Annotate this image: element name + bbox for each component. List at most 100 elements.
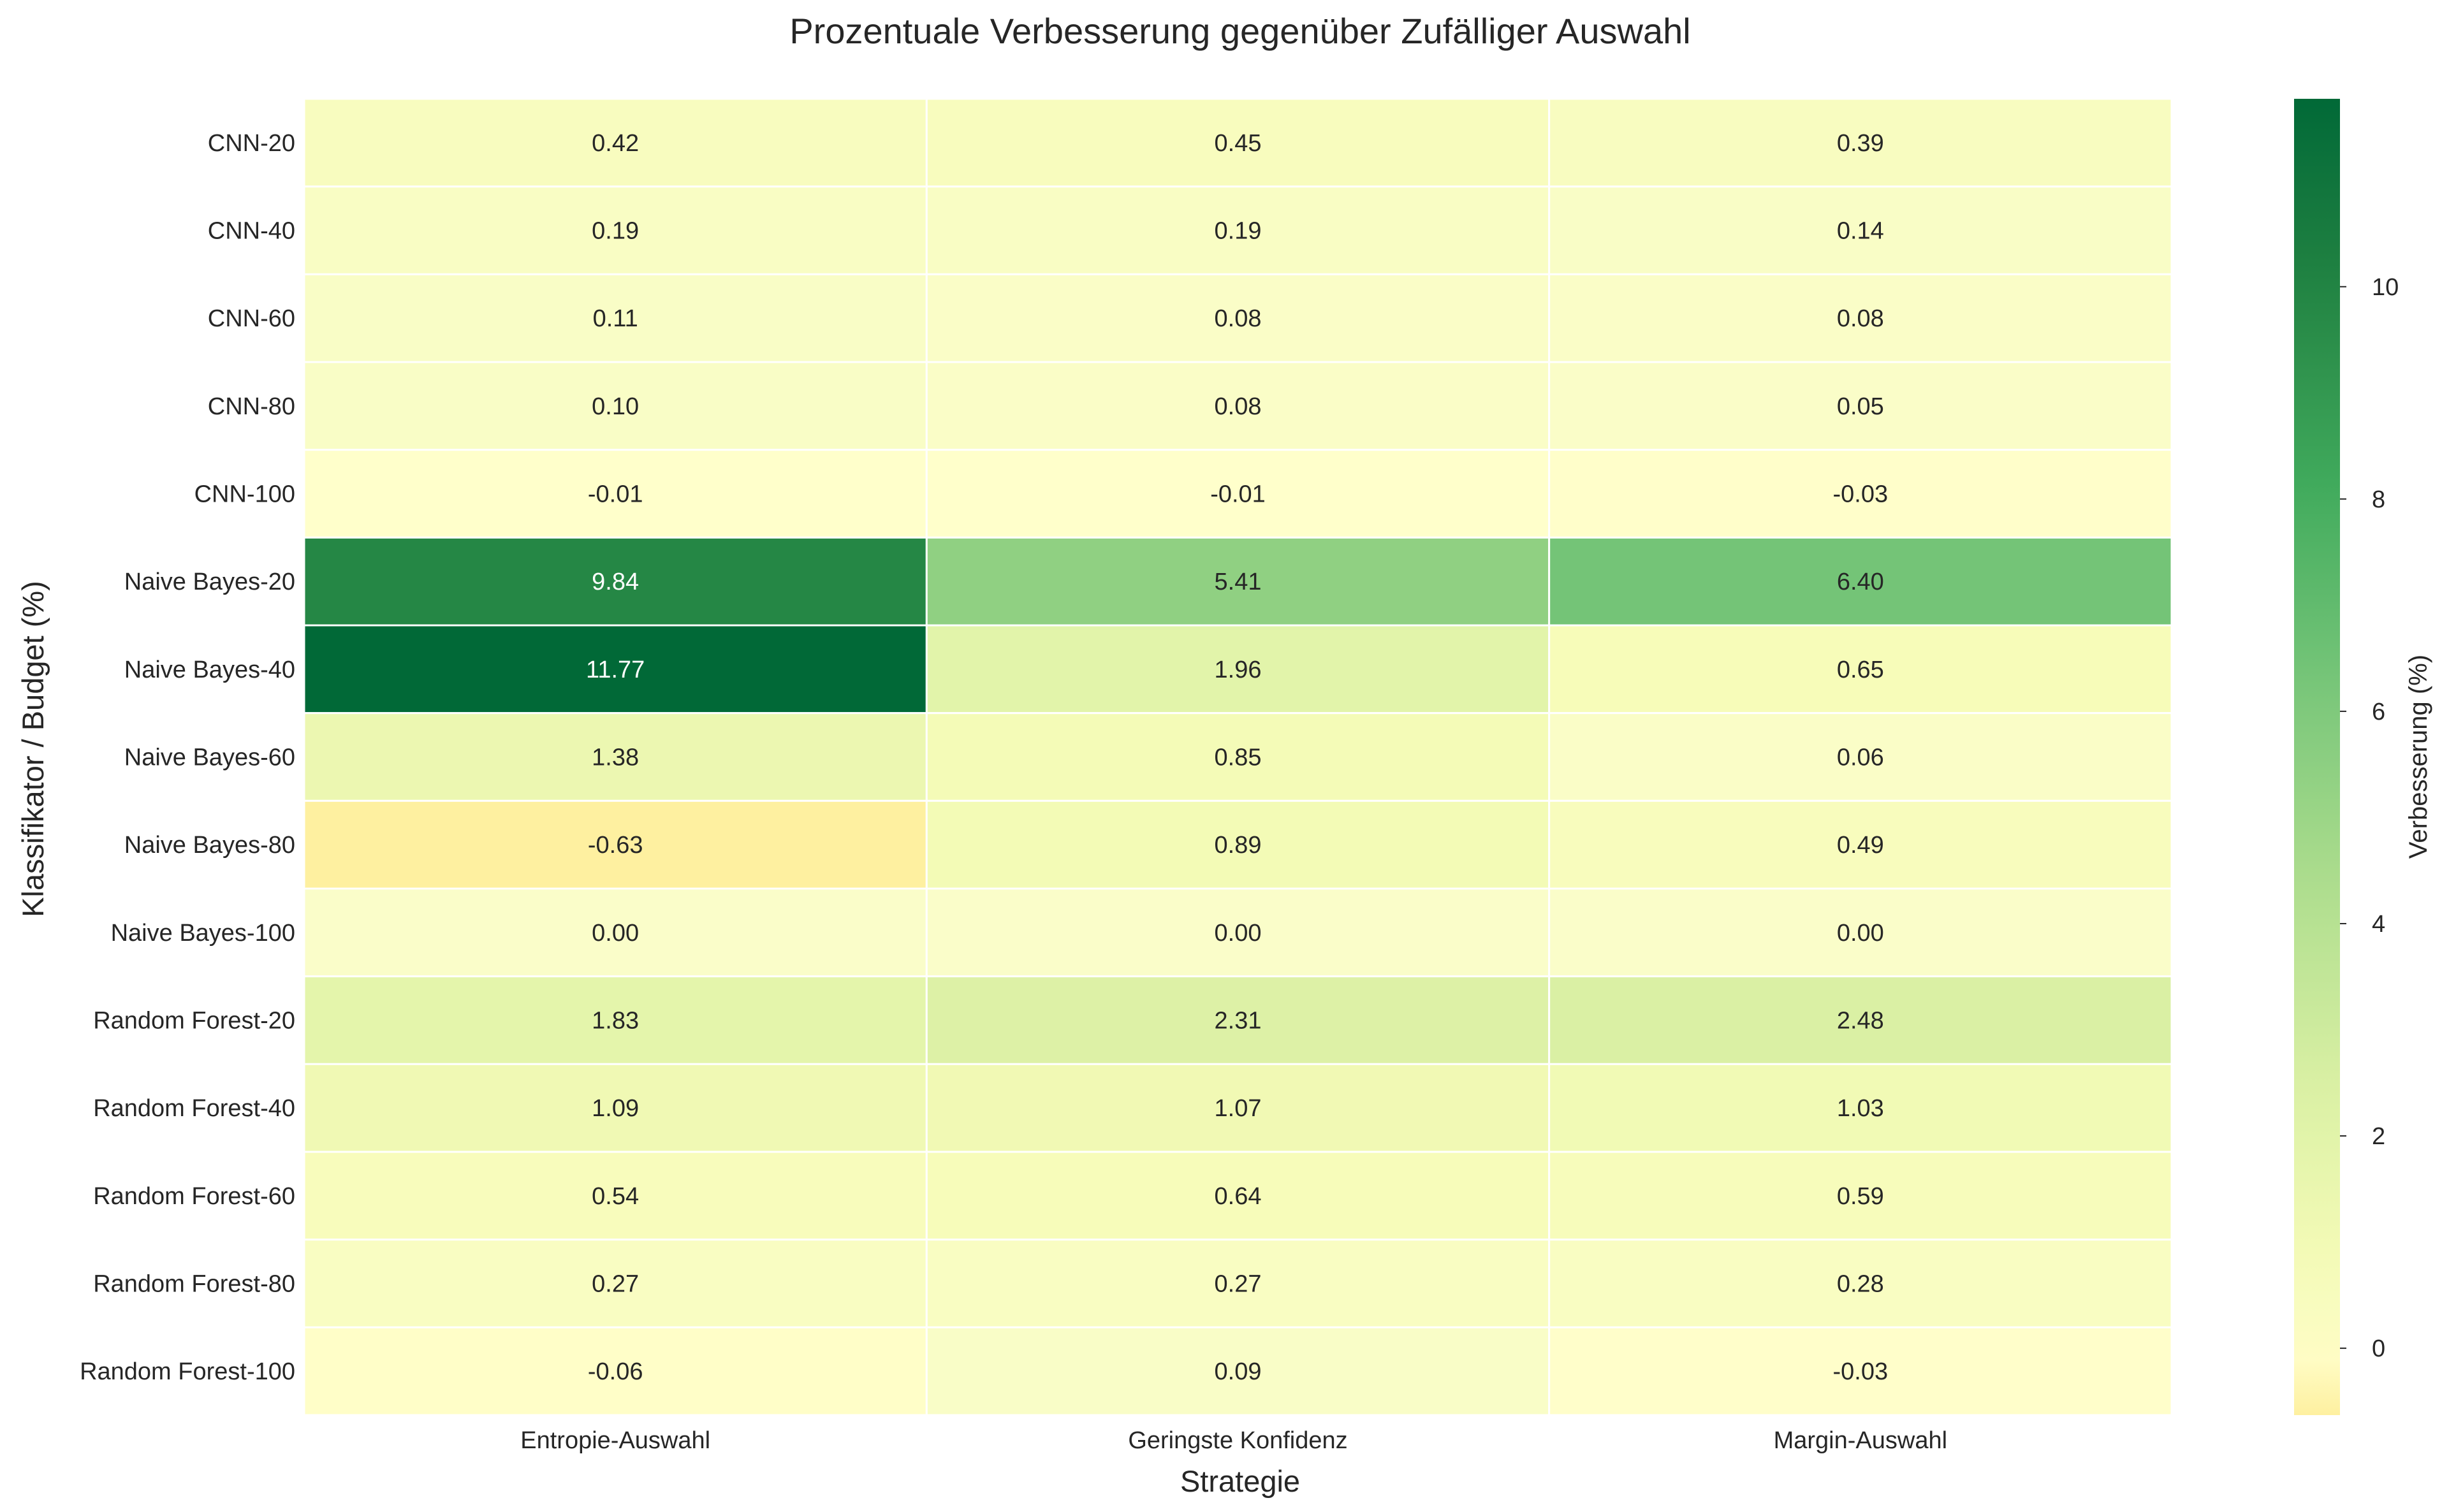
heatmap-cell xyxy=(303,185,928,275)
cell-value-label: 0.65 xyxy=(1837,657,1884,683)
heatmap-cell xyxy=(1548,361,2173,451)
heatmap-cell xyxy=(1548,536,2173,627)
heatmap-cells: 0.42 0.45 0.39 0.19 0.19 0.14 0.11 0.08 0.08 0.10… xyxy=(303,98,2173,1416)
colorbar-tick-label: 10 xyxy=(2372,274,2399,301)
heatmap-cell xyxy=(1548,98,2173,188)
heatmap-cell xyxy=(303,624,928,715)
cell-value-label: 0.11 xyxy=(593,305,638,332)
cell-value-label: 0.10 xyxy=(592,393,639,420)
cell-value-label: 0.08 xyxy=(1837,305,1884,332)
cell-value-label: 1.96 xyxy=(1215,657,1262,683)
colorbar-tick-label: 2 xyxy=(2372,1123,2385,1150)
cell-value-label: 9.84 xyxy=(592,569,639,595)
cell-value-label: 0.89 xyxy=(1215,832,1262,859)
row-tick-label: Naive Bayes-60 xyxy=(124,745,295,771)
cell-value-label: 0.54 xyxy=(592,1183,639,1210)
heatmap-cell xyxy=(925,624,1551,715)
cell-value-label: 1.09 xyxy=(592,1095,639,1122)
heatmap-cell xyxy=(925,712,1551,802)
cell-value-label: 0.19 xyxy=(1215,218,1262,245)
cell-value-label: 0.39 xyxy=(1837,130,1884,157)
heatmap-cell xyxy=(303,1151,928,1241)
heatmap-cell xyxy=(1548,975,2173,1065)
cell-value-label: -0.03 xyxy=(1833,481,1889,508)
heatmap-cell xyxy=(1548,712,2173,802)
row-tick-label: Naive Bayes-40 xyxy=(124,657,295,683)
cell-value-label: 0.00 xyxy=(1215,920,1262,947)
heatmap-cell xyxy=(925,185,1551,275)
heatmap-cell xyxy=(1548,624,2173,715)
row-tick-label: CNN-60 xyxy=(208,305,295,332)
y-axis-title: Klassifikator / Budget (%) xyxy=(16,581,50,917)
heatmap-cell xyxy=(303,975,928,1065)
cell-value-label: 0.45 xyxy=(1215,130,1262,157)
colorbar-tick-label: 4 xyxy=(2372,911,2385,938)
colorbar xyxy=(2294,99,2340,1415)
cell-value-label: -0.01 xyxy=(588,481,643,508)
heatmap-cell xyxy=(303,449,928,539)
row-tick-labels: CNN-20 CNN-40 CNN-60 CNN-80 CNN-100 Naive Bay… xyxy=(80,130,295,1385)
heatmap-cell xyxy=(303,536,928,627)
cell-value-label: -0.06 xyxy=(588,1358,643,1385)
heatmap-cell xyxy=(925,1063,1551,1153)
cell-value-label: 0.08 xyxy=(1215,305,1262,332)
heatmap-cell xyxy=(925,98,1551,188)
cell-value-label: -0.63 xyxy=(588,832,643,859)
row-tick-label: CNN-80 xyxy=(208,393,295,420)
cell-value-label: 0.85 xyxy=(1215,745,1262,771)
cell-value-label: -0.01 xyxy=(1210,481,1266,508)
cell-value-label: 0.14 xyxy=(1837,218,1884,245)
row-tick-label: Naive Bayes-100 xyxy=(111,920,295,947)
cell-value-label: 1.38 xyxy=(592,745,639,771)
cell-value-label: 2.48 xyxy=(1837,1008,1884,1035)
heatmap-cell xyxy=(303,1326,928,1416)
cell-value-label: 0.59 xyxy=(1837,1183,1884,1210)
heatmap-cell xyxy=(1548,449,2173,539)
heatmap-cell xyxy=(303,1239,928,1328)
cell-value-label: 0.05 xyxy=(1837,393,1884,420)
colorbar-tick-label: 6 xyxy=(2372,699,2385,725)
x-axis-title: Strategie xyxy=(1180,1464,1300,1498)
heatmap-cell xyxy=(925,273,1551,363)
heatmap-cell xyxy=(1548,1151,2173,1241)
heatmap-cell xyxy=(303,799,928,890)
cell-value-label: -0.03 xyxy=(1833,1358,1889,1385)
heatmap-cell xyxy=(303,98,928,188)
colorbar-tick-label: 8 xyxy=(2372,486,2385,513)
cell-value-label: 1.03 xyxy=(1837,1095,1884,1122)
row-tick-label: CNN-100 xyxy=(194,481,295,508)
heatmap-cell xyxy=(925,449,1551,539)
row-tick-label: CNN-20 xyxy=(208,130,295,157)
column-tick-label: Entropie-Auswahl xyxy=(520,1427,710,1454)
row-tick-label: Random Forest-20 xyxy=(93,1008,295,1035)
cell-value-label: 0.00 xyxy=(592,920,639,947)
heatmap-cell xyxy=(1548,887,2173,978)
cell-value-label: 1.07 xyxy=(1215,1095,1262,1122)
cell-value-label: 0.64 xyxy=(1215,1183,1262,1210)
colorbar-tick-label: 0 xyxy=(2372,1335,2385,1362)
colorbar-ticks: 0 2 4 6 8 10 xyxy=(2340,274,2399,1362)
heatmap-cell xyxy=(303,361,928,451)
cell-value-label: 0.06 xyxy=(1837,745,1884,771)
cell-value-label: 5.41 xyxy=(1215,569,1262,595)
heatmap-cell xyxy=(1548,799,2173,890)
heatmap-cell xyxy=(1548,1326,2173,1416)
colorbar-label: Verbesserung (%) xyxy=(2404,655,2432,859)
row-tick-label: Random Forest-60 xyxy=(93,1183,295,1210)
heatmap-cell xyxy=(1548,1063,2173,1153)
cell-value-label: 0.27 xyxy=(592,1271,639,1298)
column-tick-label: Geringste Konfidenz xyxy=(1128,1427,1347,1454)
heatmap-cell xyxy=(303,712,928,802)
column-tick-labels: Entropie-Auswahl Geringste Konfidenz Margi… xyxy=(520,1427,1947,1454)
cell-value-label: 11.77 xyxy=(586,657,645,683)
cell-value-label: 1.83 xyxy=(592,1008,639,1035)
heatmap-cell xyxy=(925,536,1551,627)
row-tick-label: Naive Bayes-20 xyxy=(124,569,295,595)
heatmap-cell xyxy=(1548,1239,2173,1328)
chart-title: Prozentuale Verbesserung gegenüber Zufäl… xyxy=(789,11,1690,51)
cell-value-label: 0.00 xyxy=(1837,920,1884,947)
heatmap-cell xyxy=(925,1151,1551,1241)
heatmap-cell xyxy=(303,887,928,978)
cell-value-label: 0.08 xyxy=(1215,393,1262,420)
